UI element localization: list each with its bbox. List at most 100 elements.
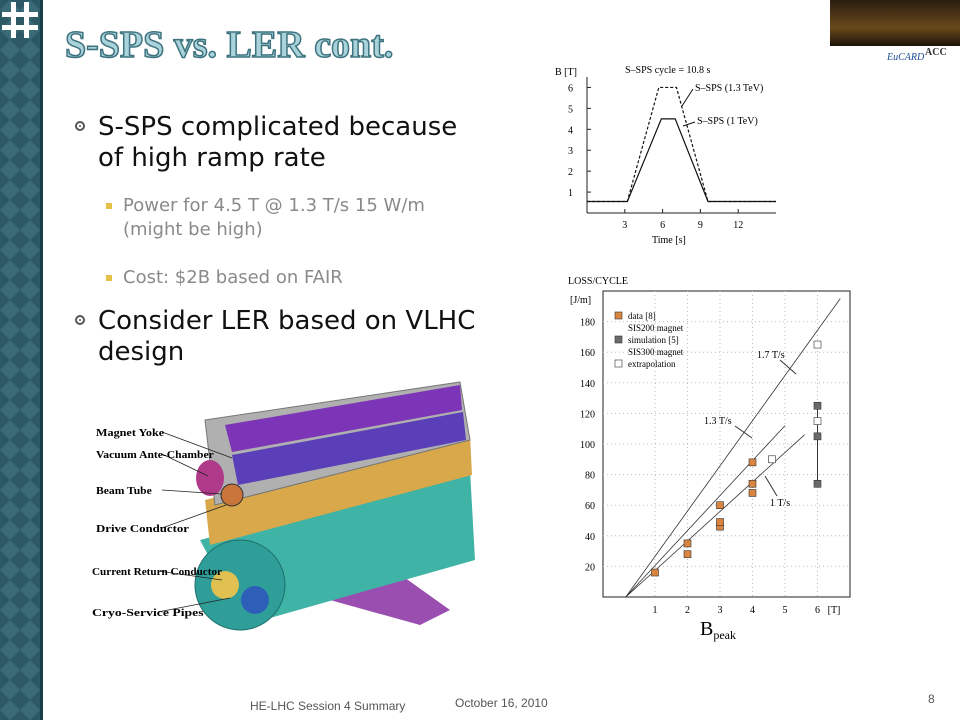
y-tick-label: 180 [580, 318, 595, 329]
axis-label: Time [s] [652, 235, 686, 246]
logo-text: EuCARD [886, 52, 925, 63]
leader [157, 570, 223, 581]
bullet: Consider LER based on VLHC design [75, 306, 488, 368]
bullet-marker [106, 203, 112, 209]
x-tick-label: 4 [750, 605, 755, 616]
bullet-marker [106, 275, 112, 281]
leader [161, 453, 209, 477]
data-point [748, 458, 757, 467]
y-tick-label: 80 [585, 471, 595, 482]
fermilab-logo [2, 2, 38, 38]
magnet-label: Vacuum Ante-Chamber [96, 449, 214, 461]
series-label: S–SPS (1.3 TeV) [695, 83, 763, 94]
y-tick-label: 2 [568, 167, 573, 178]
x-tick-label: 5 [783, 605, 788, 616]
bullet: S-SPS complicated because of high ramp r… [75, 112, 488, 174]
header-photo [830, 0, 960, 46]
y-tick-label: 100 [580, 440, 595, 451]
data-point [768, 455, 776, 464]
plot-title: LOSS/CYCLE [568, 276, 628, 287]
legend-label: SIS300 magnet [628, 347, 684, 357]
x-tick-label: 1 [653, 605, 658, 616]
y-tick-label: 140 [580, 379, 595, 390]
series-label: S–SPS (1 TeV) [697, 116, 758, 127]
magnet-label: Beam Tube [96, 485, 152, 497]
x-tick-label: 3 [622, 220, 627, 231]
data-point [813, 432, 822, 441]
y-tick-label: 4 [568, 125, 573, 136]
magnet-label: Current Return Conductor [92, 566, 222, 578]
data-point [651, 568, 659, 577]
bullet-text: Consider LER based on VLHC design [98, 306, 476, 367]
rate-label: 1 T/s [770, 498, 790, 509]
pointer [764, 475, 778, 497]
y-tick-label: 40 [585, 532, 595, 543]
data-point [813, 479, 822, 488]
data-point [683, 539, 692, 548]
x-tick-label: 9 [698, 220, 703, 231]
data-point [748, 479, 757, 488]
legend-marker [614, 311, 623, 320]
rate-label: 1.3 T/s [704, 416, 732, 427]
leader [161, 489, 223, 495]
bullet-text: S-SPS complicated because of high ramp r… [98, 112, 458, 173]
data-point [813, 401, 822, 410]
axis-label: B [T] [555, 67, 577, 78]
data-point [683, 550, 692, 558]
pointer [734, 425, 753, 439]
bullet-marker [75, 315, 85, 325]
axis-label-sub: peak [713, 628, 736, 642]
data-point [813, 340, 822, 349]
data-point [716, 501, 724, 510]
axis-unit: [T] [828, 605, 841, 616]
legend-marker [614, 359, 623, 368]
x-tick-label: 6 [815, 605, 820, 616]
legend-label: simulation [5] [628, 335, 679, 345]
x-tick-label: 2 [685, 605, 690, 616]
y-tick-label: 5 [568, 104, 573, 115]
annotation: S–SPS cycle = 10.8 s [625, 65, 710, 76]
data-point [716, 518, 724, 526]
pointer [682, 121, 696, 127]
footer-page: 8 [928, 692, 935, 706]
side-edge [40, 0, 43, 720]
leader [161, 431, 233, 459]
pointer [681, 88, 694, 107]
y-tick-label: 60 [585, 501, 595, 512]
y-tick-label: 160 [580, 348, 595, 359]
bullet-text: Cost: $2B based on FAIR [123, 267, 343, 288]
magnet-label: Drive Conductor [96, 523, 189, 535]
data-point [813, 417, 822, 425]
axis-label-main: B [700, 618, 713, 640]
axis-label: Bpeak [700, 618, 736, 642]
x-tick-label: 12 [733, 220, 743, 231]
rate-label: 1.7 T/s [757, 350, 785, 361]
legend-label: SIS200 magnet [628, 323, 684, 333]
y-tick-label: 3 [568, 146, 573, 157]
magnet-label: Magnet Yoke [96, 427, 164, 439]
footer-left: HE-LHC Session 4 Summary [250, 699, 406, 713]
logo-box [882, 46, 960, 66]
y-tick-label: 6 [568, 83, 573, 94]
magnet-drawing: Magnet Yoke Vacuum Ante-Chamber Beam Tube D… [88, 378, 478, 631]
slide-title: S-SPS vs. LER cont. [65, 24, 393, 66]
ramp-line [587, 86, 776, 203]
pointer [779, 359, 797, 375]
axis-unit: [J/m] [570, 295, 591, 306]
y-tick-label: 1 [568, 188, 573, 199]
bullet-text: Power for 4.5 T @ 1.3 T/s 15 W/m (might … [123, 195, 425, 240]
fit-line [625, 425, 786, 598]
bullet-marker [75, 121, 85, 131]
ramp-line [587, 118, 776, 203]
x-tick-label: 6 [660, 220, 665, 231]
sub-bullet: Cost: $2B based on FAIR [106, 266, 483, 290]
fit-line [625, 298, 841, 598]
y-tick-label: 120 [580, 409, 595, 420]
footer-date: October 16, 2010 [455, 696, 548, 710]
logo-text: ACC [925, 47, 947, 58]
sub-bullet: Power for 4.5 T @ 1.3 T/s 15 W/m (might … [106, 194, 483, 242]
legend-label: extrapolation [628, 359, 676, 369]
legend-marker [614, 335, 623, 344]
leader [161, 504, 227, 529]
